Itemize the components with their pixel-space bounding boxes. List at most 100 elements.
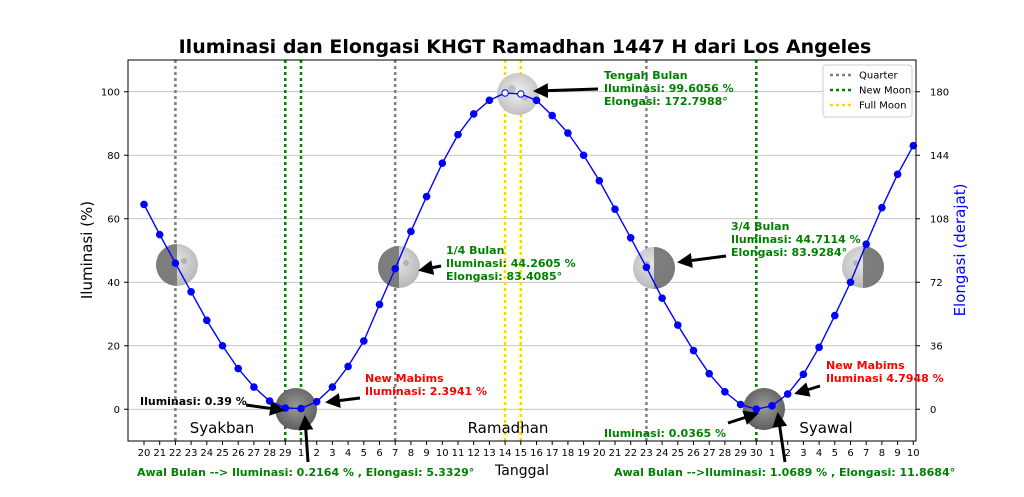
- x-tick-label: 6: [376, 448, 382, 459]
- annotation-q1: 1/4 Bulan Iluminasi: 44.2605 % Elongasi: 8…: [446, 244, 576, 283]
- series-layer: [140, 89, 918, 413]
- x-tick-label: 26: [232, 448, 245, 459]
- data-point: [846, 278, 855, 287]
- x-axis-label: Tanggal: [494, 463, 549, 479]
- y-tick-label: 80: [107, 151, 120, 162]
- annotation-tengah: Tengah Bulan Iluminasi: 99.6056 % Elongasi…: [604, 69, 734, 108]
- data-point: [689, 346, 698, 355]
- x-tick-label: 24: [200, 448, 213, 459]
- data-point: [517, 90, 525, 98]
- x-tick-label: 22: [169, 448, 182, 459]
- x-tick-label: 21: [609, 448, 622, 459]
- x-tick-label: 25: [671, 448, 684, 459]
- y2-axis-label: Elongasi (derajat): [951, 184, 969, 317]
- x-tick-label: 4: [816, 448, 822, 459]
- x-tick-label: 27: [703, 448, 716, 459]
- data-point: [548, 111, 557, 120]
- data-point: [469, 110, 478, 118]
- moon-icon: [378, 246, 420, 288]
- data-point: [203, 316, 211, 325]
- x-tick-label: 3: [800, 448, 806, 459]
- moon-crater: [181, 258, 187, 264]
- x-tick-label: 9: [894, 448, 900, 459]
- x-tick-label: 10: [907, 448, 920, 459]
- data-point: [768, 402, 776, 410]
- plot-frame: [127, 59, 917, 442]
- y-axis-label: Iluminasi (%): [78, 201, 96, 299]
- x-tick-label: 13: [483, 448, 496, 459]
- annotation-mabims2: New Mabims Iluminasi 4.7948 %: [826, 359, 944, 385]
- moon-shadow: [654, 247, 675, 289]
- moon-crater: [403, 260, 409, 266]
- data-point: [485, 96, 494, 105]
- annotation-line: Iluminasi: 99.6056 %: [604, 82, 734, 95]
- annotation-arrow: [245, 400, 285, 416]
- data-point: [783, 390, 792, 398]
- x-tick-label: 20: [138, 448, 151, 459]
- x-tick-label: 20: [593, 448, 606, 459]
- data-point: [187, 287, 195, 296]
- y-tick-label: 60: [107, 214, 120, 225]
- data-point: [171, 259, 180, 268]
- x-tick-label: 23: [640, 448, 653, 459]
- data-point: [454, 130, 462, 139]
- data-point: [564, 129, 572, 137]
- legend: Quarter New Moon Full Moon: [822, 64, 913, 118]
- moon-shadow: [156, 244, 177, 286]
- annotation-arrow: [727, 410, 759, 425]
- annotation-arrow: [533, 83, 599, 99]
- x-tick-label: 26: [687, 448, 700, 459]
- annotation-line: Awal Bulan --> Iluminasi: 0.2164 % , Elo…: [137, 466, 474, 479]
- x-tick-label: 5: [361, 448, 367, 459]
- data-point: [831, 311, 839, 320]
- data-point: [626, 234, 635, 242]
- x-tick-label: 8: [408, 448, 414, 459]
- annotation-line: Tengah Bulan: [604, 69, 688, 82]
- data-point: [140, 200, 148, 209]
- month-label: Syakban: [190, 419, 255, 437]
- x-tick-label: 14: [499, 448, 512, 459]
- y-tick-label: 100: [101, 87, 120, 98]
- data-point: [721, 387, 729, 396]
- legend-label: Quarter: [859, 71, 899, 82]
- data-point: [265, 397, 274, 405]
- annotation-line: New Mabims: [365, 372, 444, 385]
- y-tick-label: 40: [107, 278, 120, 289]
- x-tick-label: 21: [153, 448, 166, 459]
- x-tick-label: 10: [436, 448, 449, 459]
- data-point: [909, 141, 918, 150]
- legend-label: New Moon: [859, 86, 911, 97]
- annotation-arrow: [677, 253, 727, 268]
- annotation-arrow: [325, 393, 361, 408]
- legend-label: Full Moon: [859, 101, 906, 112]
- annotation-line: 1/4 Bulan: [446, 244, 504, 257]
- y2-tick-label: 108: [930, 214, 949, 225]
- annotation-line: Iluminasi: 0.39 %: [140, 395, 247, 408]
- annotation-q3: 3/4 Bulan Iluminasi: 44.7114 % Elongasi: 8…: [731, 220, 861, 259]
- data-point: [893, 170, 902, 179]
- data-point: [736, 400, 745, 409]
- x-tick-label: 3: [329, 448, 335, 459]
- x-tick-label: 1: [298, 448, 304, 459]
- annotation-awal1: Awal Bulan --> Iluminasi: 0.2164 % , Elo…: [137, 466, 474, 479]
- x-tick-label: 28: [263, 448, 276, 459]
- data-point: [752, 405, 761, 413]
- data-point: [344, 362, 352, 371]
- x-tick-label: 22: [624, 448, 637, 459]
- annotation-arrow: [298, 415, 314, 463]
- moon-crater: [508, 85, 516, 93]
- annotation-arrow: [418, 260, 442, 276]
- annotations: Tengah Bulan Iluminasi: 99.6056 % Elongasi…: [137, 69, 955, 479]
- annotation-line: Elongasi: 83.9284°: [731, 246, 847, 259]
- data-point: [878, 203, 886, 212]
- annotation-line: Iluminasi: 44.7114 %: [731, 233, 861, 246]
- x-tick-label: 12: [467, 448, 480, 459]
- annotation-line: Elongasi: 172.7988°: [604, 95, 728, 108]
- month-label: Ramadhan: [468, 419, 549, 437]
- x-tick-label: 27: [248, 448, 261, 459]
- y2-tick-label: 0: [930, 405, 936, 416]
- x-tick-label: 17: [546, 448, 559, 459]
- data-point: [642, 263, 651, 272]
